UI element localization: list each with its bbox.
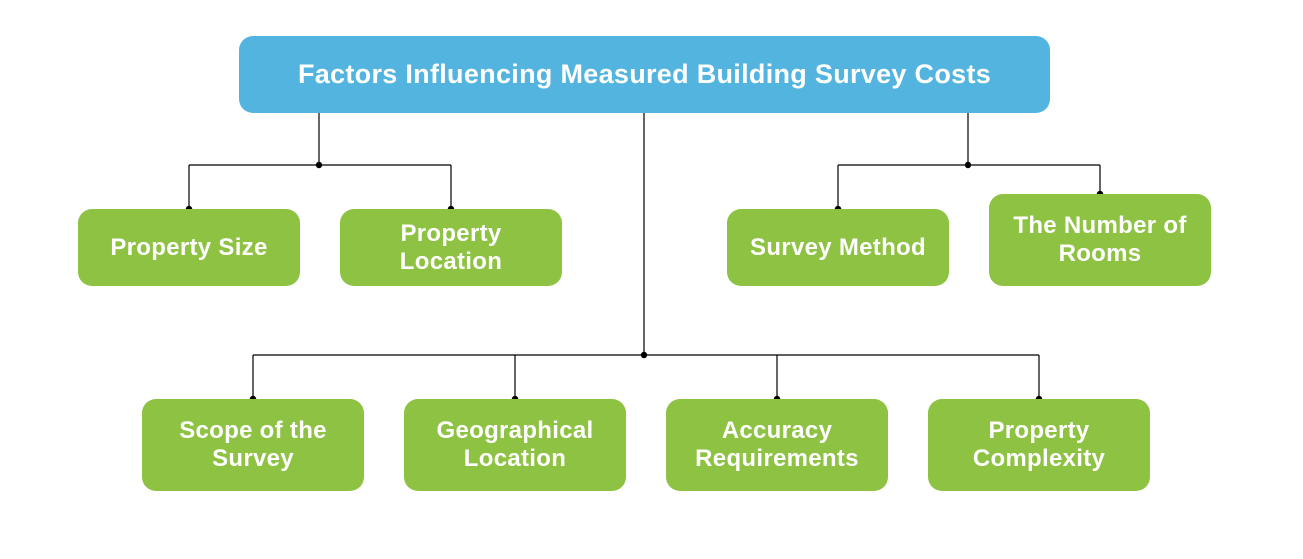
node-label: Survey Method [750, 234, 926, 262]
leaf-node-property-complexity: Property Complexity [928, 399, 1150, 491]
node-label: Scope of the Survey [156, 417, 350, 472]
leaf-node-number-of-rooms: The Number of Rooms [989, 194, 1211, 286]
node-label: The Number of Rooms [1003, 212, 1197, 267]
node-label: Property Location [354, 220, 548, 275]
node-label: Property Size [110, 234, 267, 262]
leaf-node-property-location: Property Location [340, 209, 562, 286]
node-label: Accuracy Requirements [680, 417, 874, 472]
leaf-node-survey-method: Survey Method [727, 209, 949, 286]
node-label: Property Complexity [942, 417, 1136, 472]
root-node: Factors Influencing Measured Building Su… [239, 36, 1050, 113]
leaf-node-property-size: Property Size [78, 209, 300, 286]
leaf-node-accuracy-requirements: Accuracy Requirements [666, 399, 888, 491]
leaf-node-geographical-location: Geographical Location [404, 399, 626, 491]
node-label: Geographical Location [418, 417, 612, 472]
leaf-node-scope-of-survey: Scope of the Survey [142, 399, 364, 491]
